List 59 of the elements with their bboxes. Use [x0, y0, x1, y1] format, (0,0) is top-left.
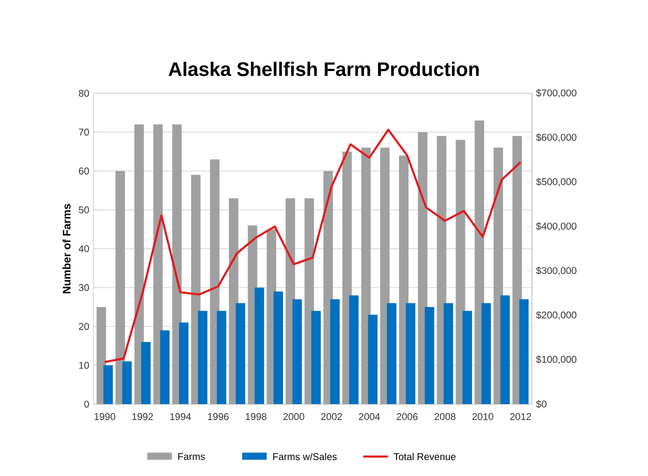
- legend-label: Total Revenue: [394, 452, 456, 460]
- bar: [481, 303, 491, 404]
- x-tick-label: 2002: [321, 413, 342, 420]
- bar: [349, 295, 359, 404]
- y-tick-label: 10: [79, 362, 89, 369]
- bar: [330, 299, 340, 404]
- bar: [179, 322, 188, 404]
- y2-tick-label: $500,000: [536, 178, 576, 186]
- bar: [462, 310, 472, 404]
- bar: [274, 291, 283, 404]
- bar: [406, 303, 416, 404]
- x-tick-label: 1992: [132, 413, 153, 420]
- y-tick-label: 80: [78, 90, 89, 97]
- y-tick-label: 60: [78, 167, 89, 174]
- x-tick-label: 2006: [396, 413, 418, 420]
- legend-label: Farms: [178, 453, 205, 460]
- x-tick-label: 2000: [283, 413, 304, 420]
- x-tick-label: 1990: [94, 413, 116, 420]
- x-tick-label: 2012: [510, 413, 531, 420]
- y-tick-label: 40: [78, 245, 89, 252]
- bar: [292, 299, 302, 404]
- y2-tick-label: $600,000: [536, 133, 576, 142]
- y-tick-label: 50: [78, 206, 89, 214]
- bar: [311, 310, 321, 404]
- bar: [216, 310, 226, 404]
- bar: [236, 303, 246, 404]
- y2-tick-label: $200,000: [536, 311, 576, 320]
- x-tick-label: 2008: [434, 413, 456, 420]
- y-tick-label: 70: [78, 128, 89, 136]
- bar: [386, 303, 396, 404]
- y2-tick-label: $0: [536, 400, 546, 408]
- bar: [116, 170, 125, 404]
- y-tick-label: 30: [78, 284, 89, 291]
- chart-title: Alaska Shellfish Farm Production: [168, 62, 479, 76]
- bar: [424, 306, 434, 404]
- y-tick-label: 20: [78, 322, 89, 330]
- bar: [368, 314, 378, 404]
- bar: [500, 295, 510, 404]
- y2-tick-label: $700,000: [536, 88, 576, 98]
- bar: [122, 361, 132, 404]
- x-tick-label: 1996: [208, 413, 229, 420]
- bar: [141, 342, 151, 404]
- y2-tick-label: $100,000: [536, 355, 576, 364]
- bar: [444, 303, 454, 404]
- bar: [519, 299, 529, 404]
- bar: [254, 288, 264, 404]
- line-series: [104, 128, 522, 363]
- x-tick-label: 1998: [246, 413, 266, 420]
- y-tick-label: 0: [84, 400, 89, 408]
- y2-tick-label: $300,000: [536, 266, 576, 276]
- bar: [160, 330, 170, 404]
- bar: [103, 365, 113, 404]
- x-tick-label: 2010: [472, 413, 494, 420]
- bar: [198, 310, 208, 404]
- legend-label: Farms w/Sales: [273, 452, 337, 460]
- y-axis-title: Number of Farms: [62, 204, 71, 294]
- y2-tick-label: $400,000: [536, 222, 576, 231]
- x-tick-label: 2004: [358, 413, 380, 420]
- x-tick-label: 1994: [170, 413, 191, 420]
